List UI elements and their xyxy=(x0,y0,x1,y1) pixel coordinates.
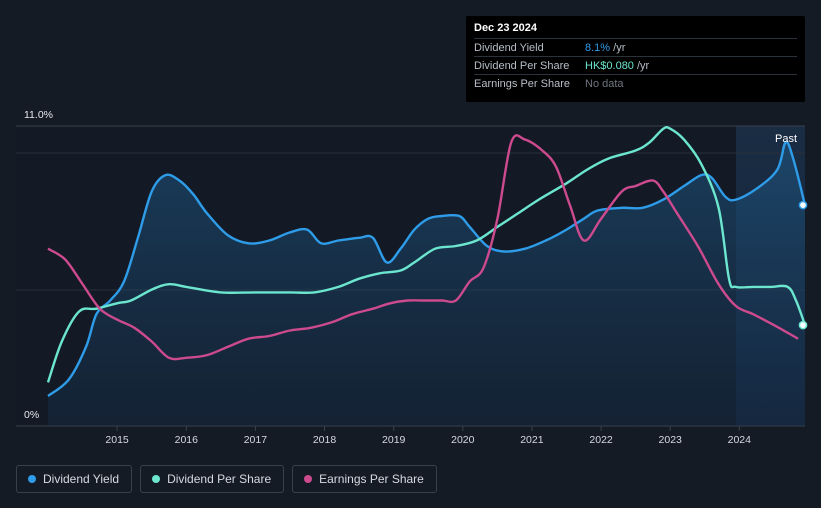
tooltip-label: Dividend Per Share xyxy=(474,59,570,72)
legend-label: Dividend Yield xyxy=(43,472,120,486)
dividend-per-share-endpoint-marker xyxy=(798,320,808,330)
legend-item-earnings-per-share[interactable]: Earnings Per Share xyxy=(292,465,437,493)
x-axis-ticks: 2015 2016 2017 2018 2019 2020 2021 2022 2023 2024 xyxy=(105,426,751,446)
legend-label: Dividend Per Share xyxy=(167,472,272,486)
dividend-yield-area xyxy=(48,142,805,426)
legend-item-dividend-per-share[interactable]: Dividend Per Share xyxy=(140,465,285,493)
legend-label: Earnings Per Share xyxy=(319,472,424,486)
tooltip-value: No data xyxy=(585,77,624,90)
x-tick-label: 2017 xyxy=(244,434,268,446)
x-tick-label: 2015 xyxy=(105,434,129,446)
series-layer xyxy=(46,126,808,426)
x-tick-label: 2018 xyxy=(313,434,337,446)
tooltip-value: HK$0.080 /yr xyxy=(585,59,650,72)
tooltip-row-earnings-per-share: Earnings Per Share No data xyxy=(474,74,797,92)
y-axis-bottom-label: 0% xyxy=(24,409,39,421)
tooltip-date: Dec 23 2024 xyxy=(474,22,537,34)
x-tick-label: 2021 xyxy=(520,434,544,446)
tooltip-row-dividend-per-share: Dividend Per Share HK$0.080 /yr xyxy=(474,56,797,74)
dividend-yield-endpoint-marker xyxy=(798,200,808,210)
dividend-yield-line xyxy=(47,140,807,397)
x-tick-label: 2022 xyxy=(589,434,613,446)
x-tick-label: 2024 xyxy=(728,434,752,446)
dividend-per-share-line xyxy=(46,126,807,383)
earnings-per-share-line xyxy=(47,134,799,361)
tooltip-label: Dividend Yield xyxy=(474,41,544,54)
tooltip-label: Earnings Per Share xyxy=(474,77,570,90)
x-tick-label: 2016 xyxy=(175,434,199,446)
x-tick-label: 2023 xyxy=(659,434,683,446)
legend-dot-icon xyxy=(28,475,36,483)
y-axis-top-label: 11.0% xyxy=(24,109,53,121)
legend: Dividend Yield Dividend Per Share Earnin… xyxy=(16,465,437,493)
tooltip-row-dividend-yield: Dividend Yield 8.1% /yr xyxy=(474,38,797,56)
legend-dot-icon xyxy=(152,475,161,483)
x-tick-label: 2019 xyxy=(382,434,406,446)
legend-dot-icon xyxy=(304,475,313,483)
legend-item-dividend-yield[interactable]: Dividend Yield xyxy=(16,465,133,493)
x-tick-label: 2020 xyxy=(451,434,475,446)
tooltip-panel: Dec 23 2024 Dividend Yield 8.1% /yr Divi… xyxy=(466,16,805,102)
past-label: Past xyxy=(775,133,797,145)
tooltip-value: 8.1% /yr xyxy=(585,41,626,54)
chart: 2015 2016 2017 2018 2019 2020 2021 2022 2023 2024… xyxy=(16,109,808,446)
